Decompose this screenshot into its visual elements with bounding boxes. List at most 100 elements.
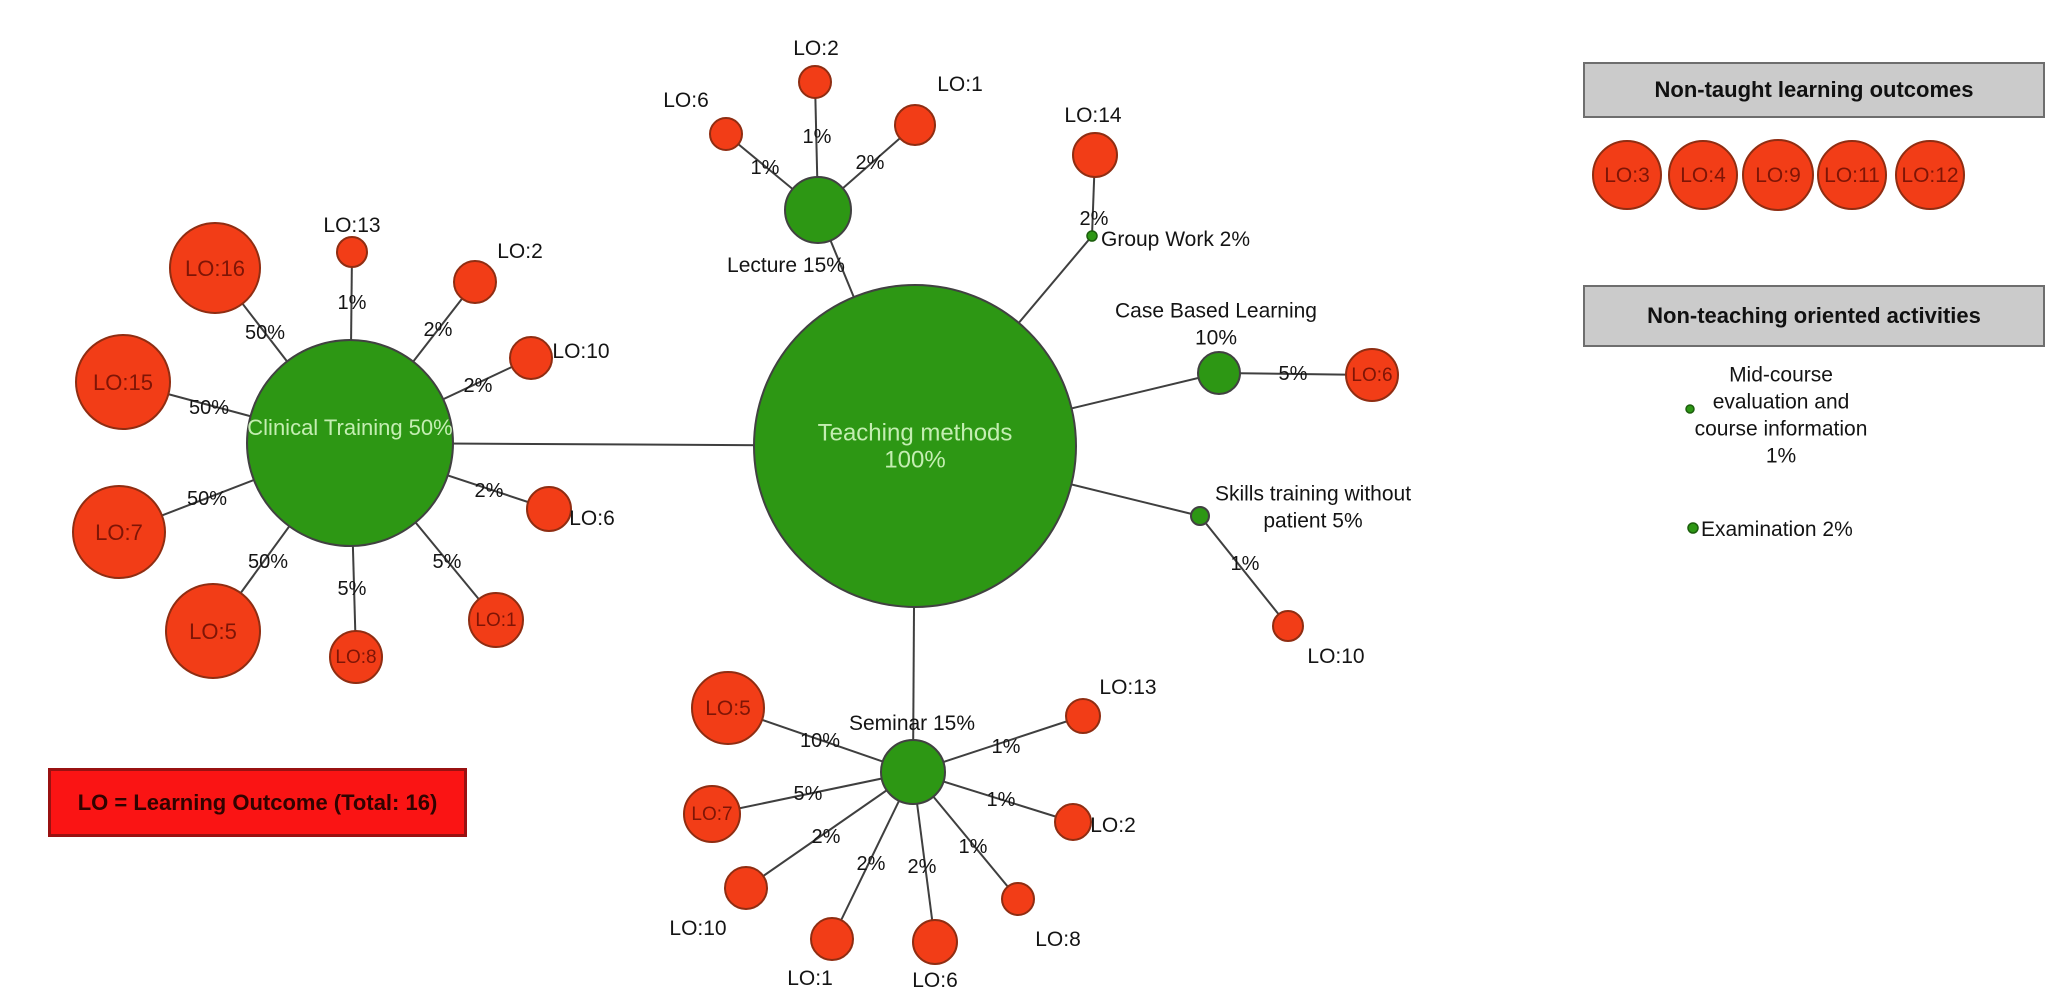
node-label-lo7sem: LO:7 [691, 804, 732, 825]
node-cbl [1197, 351, 1241, 395]
edge-label-seminar-lo5sem: 10% [800, 730, 840, 752]
edge-label-seminar-lo1sem: 2% [857, 853, 886, 875]
node-name-exam: Examination 2% [1701, 518, 1853, 541]
edge-label-seminar-lo10sem: 2% [812, 826, 841, 848]
node-label-lo4: LO:4 [1680, 164, 1726, 187]
node-lecture [784, 176, 852, 244]
node-label-lo7L: LO:7 [95, 520, 143, 545]
node-label-lo16: LO:16 [185, 256, 245, 281]
node-lo15 [75, 334, 171, 430]
edge-label-clinical-lo16: 50% [245, 322, 285, 344]
edge-label-groupwork-lo14: 2% [1080, 208, 1109, 230]
node-lo8L [329, 630, 383, 684]
node-label-lo6sem: LO:6 [912, 969, 958, 992]
node-label-lo2L: LO:2 [497, 240, 543, 263]
node-label-lo2lec: LO:2 [793, 37, 839, 60]
node-name-groupwork: Group Work 2% [1101, 228, 1250, 251]
node-label-lo15: LO:15 [93, 370, 153, 395]
node-groupwork [1086, 230, 1098, 242]
node-lo13L [336, 236, 368, 268]
node-name-cbl: Case Based Learning 10% [1115, 299, 1317, 349]
node-lo7sem [683, 785, 741, 843]
node-label-lo1lec: LO:1 [937, 73, 983, 96]
node-lo6cbl [1345, 348, 1399, 402]
node-lo10L [509, 336, 553, 380]
node-label-lo5sem: LO:5 [705, 697, 751, 720]
node-seminar [880, 739, 946, 805]
node-lo12 [1895, 140, 1965, 210]
node-lo5L [165, 583, 261, 679]
edge-label-seminar-lo8sem: 1% [959, 836, 988, 858]
node-label-lo1L: LO:1 [475, 610, 516, 631]
edge-label-lecture-lo1lec: 2% [856, 152, 885, 174]
panel-header-non-teaching-title: Non-teaching oriented activities [1647, 303, 1981, 328]
node-lo1sem [810, 917, 854, 961]
node-lo7L [72, 485, 166, 579]
edge-label-seminar-lo2sem: 1% [987, 789, 1016, 811]
panel-header-non-teaching-activities: Non-teaching oriented activities [1583, 285, 2045, 347]
node-lo6L [526, 486, 572, 532]
node-label-lo11: LO:11 [1824, 164, 1880, 187]
edge-label-clinical-lo7L: 50% [187, 488, 227, 510]
node-lo2lec [798, 65, 832, 99]
panel-header-non-taught-outcomes: Non-taught learning outcomes [1583, 62, 2045, 118]
node-label-lo5L: LO:5 [189, 619, 237, 644]
node-label-lo8L: LO:8 [335, 647, 376, 668]
node-label-lo12: LO:12 [1901, 164, 1958, 187]
node-teaching [753, 284, 1077, 608]
node-label-lo10L: LO:10 [552, 340, 609, 363]
node-label-lo10sem: LO:10 [669, 917, 726, 940]
node-lo1lec [894, 104, 936, 146]
edge-label-skills-lo10sk: 1% [1231, 553, 1260, 575]
node-label-lo6L: LO:6 [569, 507, 615, 530]
node-label-lo9: LO:9 [1755, 164, 1801, 187]
edge-label-cbl-lo6cbl: 5% [1279, 363, 1308, 385]
node-label-lo13sem: LO:13 [1099, 676, 1156, 699]
edge-label-clinical-lo15: 50% [189, 397, 229, 419]
node-clinical [246, 339, 454, 547]
edge-label-clinical-lo5L: 50% [248, 551, 288, 573]
node-lo14 [1072, 132, 1118, 178]
node-midcourse [1685, 404, 1695, 414]
edge-label-clinical-lo13L: 1% [338, 292, 367, 314]
node-exam [1687, 522, 1699, 534]
edge-label-lecture-lo6lec: 1% [751, 157, 780, 179]
node-lo6sem [912, 919, 958, 965]
node-label-teaching: Teaching methods 100% [818, 419, 1013, 473]
node-lo8sem [1001, 882, 1035, 916]
node-lo9 [1742, 139, 1814, 211]
node-label-lo6lec: LO:6 [663, 89, 709, 112]
node-lo2L [453, 260, 497, 304]
node-label-lo2sem: LO:2 [1090, 814, 1136, 837]
node-name-lecture: Lecture 15% [727, 254, 845, 277]
edge-seminar-lo10sem [745, 771, 914, 889]
node-lo1L [468, 592, 524, 648]
node-lo6lec [709, 117, 743, 151]
node-lo11 [1817, 140, 1887, 210]
node-label-lo3: LO:3 [1604, 164, 1650, 187]
node-lo5sem [691, 671, 765, 745]
node-name-midcourse: Mid-course evaluation and course informati… [1695, 363, 1868, 467]
legend-box: LO = Learning Outcome (Total: 16) [48, 768, 467, 837]
edge-label-clinical-lo10L: 2% [464, 375, 493, 397]
edge-label-lecture-lo2lec: 1% [803, 126, 832, 148]
edge-label-clinical-lo2L: 2% [424, 319, 453, 341]
edge-label-seminar-lo7sem: 5% [794, 783, 823, 805]
node-lo10sk [1272, 610, 1304, 642]
edge-label-clinical-lo1L: 5% [433, 551, 462, 573]
node-label-lo8sem: LO:8 [1035, 928, 1081, 951]
edge-skills-lo10sk [1199, 515, 1289, 627]
panel-header-non-taught-title: Non-taught learning outcomes [1654, 77, 1974, 102]
edge-seminar-lo7sem [711, 771, 914, 815]
node-skills [1190, 506, 1210, 526]
node-lo10sem [724, 866, 768, 910]
node-lo16 [169, 222, 261, 314]
node-label-lo1sem: LO:1 [787, 967, 833, 990]
node-label-lo14: LO:14 [1064, 104, 1122, 127]
edge-label-clinical-lo6L: 2% [475, 480, 504, 502]
node-lo13sem [1065, 698, 1101, 734]
edge-label-clinical-lo8L: 5% [338, 578, 367, 600]
node-name-skills: Skills training without patient 5% [1215, 482, 1411, 532]
legend-text: LO = Learning Outcome (Total: 16) [77, 789, 438, 815]
